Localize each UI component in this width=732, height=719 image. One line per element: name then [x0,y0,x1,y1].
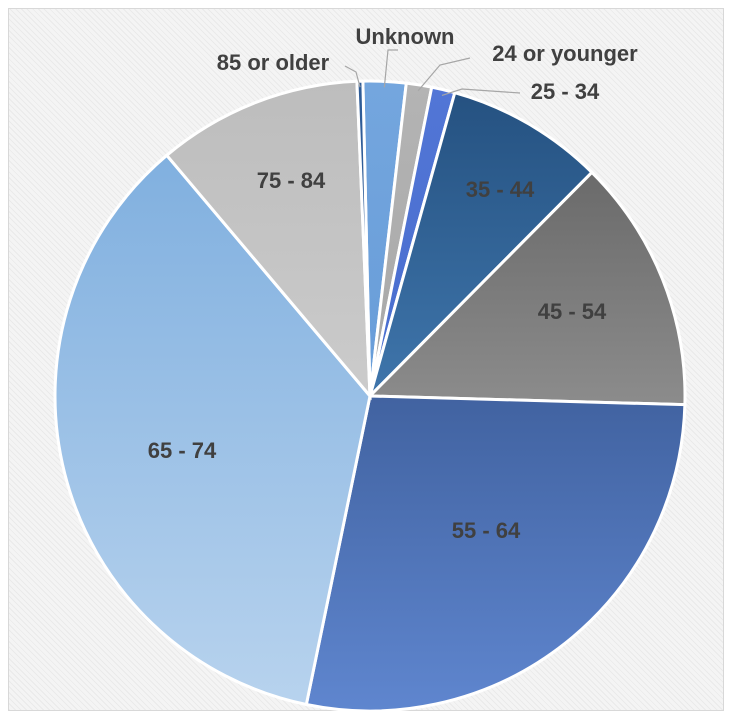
pie-slice-85-or-older [355,79,372,397]
pie-slice-45-54 [366,170,687,407]
leader-lines [344,49,521,97]
leader-line-24-or-younger [417,57,471,92]
label-65-74: 65 - 74 [148,438,217,463]
pie-slice-65-74 [53,153,372,707]
leader-line-25-34 [441,88,521,97]
pie-slices [53,79,687,713]
label-25-34: 25 - 34 [531,79,600,104]
label-75-84: 75 - 84 [257,168,326,193]
label-45-54: 45 - 54 [538,299,607,324]
label-85-or-older: 85 or older [217,50,330,75]
pie-slice-35-44 [367,90,595,402]
pie-slice-75-84 [164,79,372,401]
leader-line-85-or-older [344,65,361,88]
label-24-or-younger: 24 or younger [492,41,638,66]
label-55-64: 55 - 64 [452,518,521,543]
pie-labels: Unknown 24 or younger 25 - 34 35 - 44 45 - 5… [148,24,638,543]
pie-slice-55-64 [304,394,687,713]
leader-line-unknown [383,49,398,88]
label-unknown: Unknown [356,24,455,49]
label-35-44: 35 - 44 [466,177,535,202]
